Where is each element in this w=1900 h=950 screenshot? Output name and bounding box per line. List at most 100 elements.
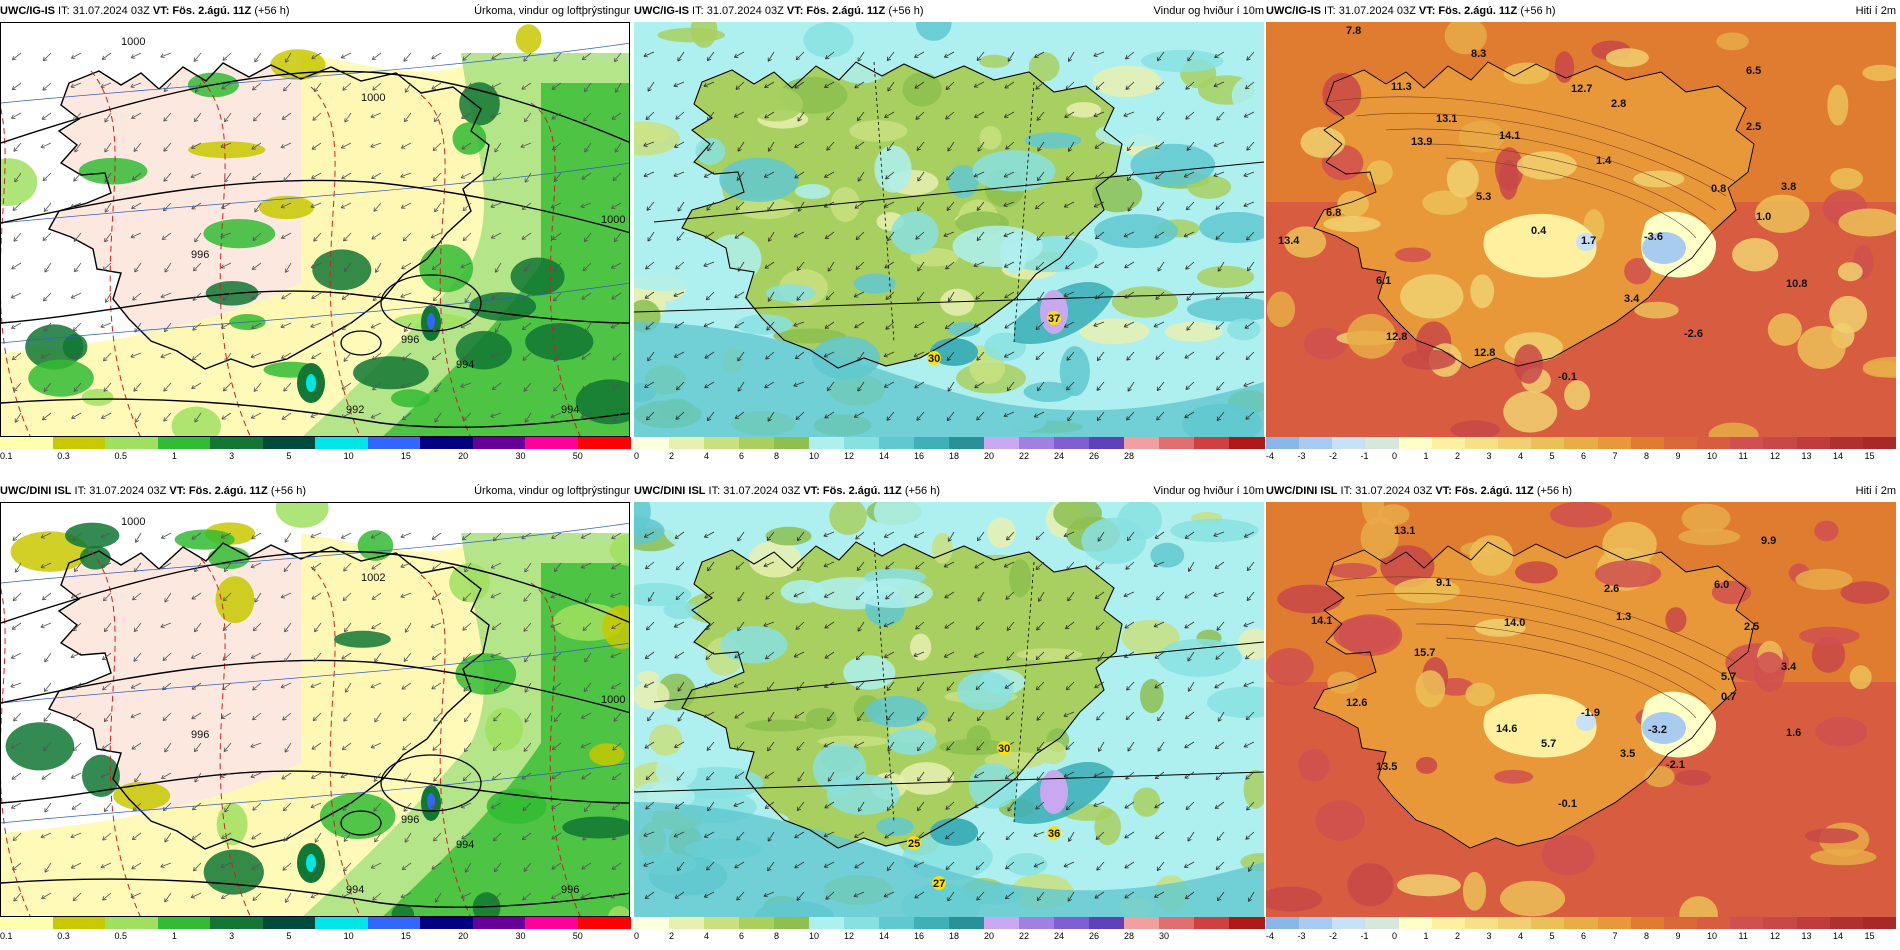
colorbar-swatch [1829,917,1864,929]
colorbar-swatch [1597,917,1632,929]
colorbar-tick-label: -3 [1297,451,1306,461]
colorbar-swatch [984,917,1020,929]
colorbar-swatch [1597,437,1632,449]
colorbar-swatch [1365,917,1400,929]
panel-precip-igis: UWC/IG-IS IT: 31.07.2024 03Z VT: Fös. 2.… [0,0,632,462]
colorbar-swatch [949,917,985,929]
colorbar-swatch [262,437,316,449]
colorbar-tick-label: 0 [634,931,640,941]
valid-time: VT: Fös. 2.ágú. 11Z [803,485,902,497]
panel-precip-dini: UWC/DINI ISL IT: 31.07.2024 03Z VT: Fös.… [0,480,632,942]
isobar-label: 996 [191,249,209,261]
colorbar-swatch [704,917,740,929]
colorbar-tick-label: 3 [229,931,235,941]
colorbar-tick-label: 3 [1486,451,1492,461]
colorbar-tick-label: 9 [1675,931,1681,941]
init-time: IT: 31.07.2024 03Z [689,5,787,17]
colorbar-tick-label: 6 [739,931,745,941]
panel-temp-igis: UWC/IG-IS IT: 31.07.2024 03Z VT: Fös. 2.… [1266,0,1898,462]
colorbar-tick-label: 3 [1486,931,1492,941]
gust-marker [927,351,941,365]
colorbar-swatch [1763,437,1798,449]
model-name: UWC/DINI ISL [1266,485,1338,497]
wind-arrows [643,531,1255,902]
temperature-label: 0.4 [1531,225,1547,237]
colorbar-tick-label: 15 [400,931,411,941]
colorbar-swatch [844,917,880,929]
panel-title: Úrkoma, vindur og loftþrýstingur [474,5,630,17]
temperature-label: 14.1 [1311,615,1332,627]
colorbar-swatch [739,437,775,449]
colorbar-swatch [1464,437,1499,449]
colorbar-tick-label: 10 [1707,451,1718,461]
colorbar-tick-label: 1 [1423,931,1429,941]
colorbar-swatch [1194,437,1230,449]
colorbar-swatch [0,437,53,449]
temperature-label: 12.8 [1474,347,1495,359]
colorbar-ticks: 0.1 0.3 0.5 1 3 5 10 15 20 30 50 [0,451,632,463]
wind-arrows [643,51,1255,422]
temperature-label: 11.3 [1391,81,1412,93]
colorbar-tick-label: 18 [949,931,960,941]
panel-wind-dini: UWC/DINI ISL IT: 31.07.2024 03Z VT: Fös.… [634,480,1266,942]
colorbar-swatch [1796,917,1831,929]
precip-field [1,503,629,916]
colorbar-swatch [315,437,368,449]
colorbar-tick-label: 4 [1518,451,1524,461]
colorbar-tick-label: 8 [774,931,780,941]
gust-label: 37 [1048,313,1060,325]
colorbar-tick-label: 26 [1089,931,1100,941]
precip-map: 1000 1000 1000 996 996 994 992 994 [0,22,630,437]
colorbar-tick-label: 20 [458,931,469,941]
panel-title: Hiti í 2m [1855,485,1896,497]
colorbar-tick-label: 14 [879,451,890,461]
colorbar-tick-label: 20 [984,931,995,941]
temperature-label: 0.8 [1711,183,1726,195]
temperature-label: 14.0 [1504,617,1525,629]
colorbar-tick-label: 10 [343,931,354,941]
temperature-label: 13.1 [1394,525,1415,537]
temperature-label: 13.1 [1436,113,1457,125]
colorbar-swatch [809,437,845,449]
colorbar-tick-label: 6 [739,451,745,461]
panel-header: UWC/IG-IS IT: 31.07.2024 03Z VT: Fös. 2.… [0,0,632,22]
panel-header: UWC/DINI ISL IT: 31.07.2024 03Z VT: Fös.… [0,480,632,502]
colorbar-tick-label: 24 [1054,451,1065,461]
colorbar-tick-label: 5 [1549,451,1555,461]
temperature-label: -2.6 [1684,328,1703,340]
isobar-label: 994 [561,404,579,416]
temperature-label: -1.9 [1581,707,1600,719]
colorbar-tick-label: 0.3 [57,451,70,461]
wind-arrows [10,52,622,423]
colorbar-swatch [1299,917,1333,929]
colorbar-tick-label: -1 [1360,931,1369,941]
colorbar-tick-label: 10 [809,931,820,941]
colorbar-swatch [984,437,1020,449]
colorbar-swatch [914,917,950,929]
colorbar-swatch [1332,917,1366,929]
colorbar-tick-label: 1 [1423,451,1429,461]
colorbar-tick-label: -2 [1329,451,1338,461]
colorbar-swatch [420,437,473,449]
colorbar-tick-label: 5 [286,931,292,941]
colorbar-swatch [577,917,631,929]
temperature-label: 9.1 [1436,577,1451,589]
init-time: IT: 31.07.2024 03Z [1321,5,1419,17]
temperature-map: 13.1 9.9 9.1 2.6 6.0 14.1 14.0 1.3 2.5 15.7 5.7 3.4… [1266,502,1896,917]
isobar-label: 996 [191,729,209,741]
temperature-label: 3.5 [1620,748,1635,760]
colorbar-tick-label: 10 [1707,931,1718,941]
colorbar-swatch [1332,437,1366,449]
gust-label: 30 [928,353,940,365]
colorbar-swatch [1630,917,1665,929]
colorbar-tick-label: 50 [572,931,583,941]
colorbar-swatch [1124,917,1160,929]
colorbar-swatch [774,917,810,929]
colorbar-swatch [525,917,578,929]
colorbar-swatch [1398,437,1433,449]
colorbar-tick-label: 0.1 [0,931,13,941]
lead-time: (+56 h) [251,5,290,17]
colorbar-tick-label: 22 [1019,931,1030,941]
temperature-label: 14.1 [1499,130,1520,142]
colorbar-swatch [1266,917,1300,929]
